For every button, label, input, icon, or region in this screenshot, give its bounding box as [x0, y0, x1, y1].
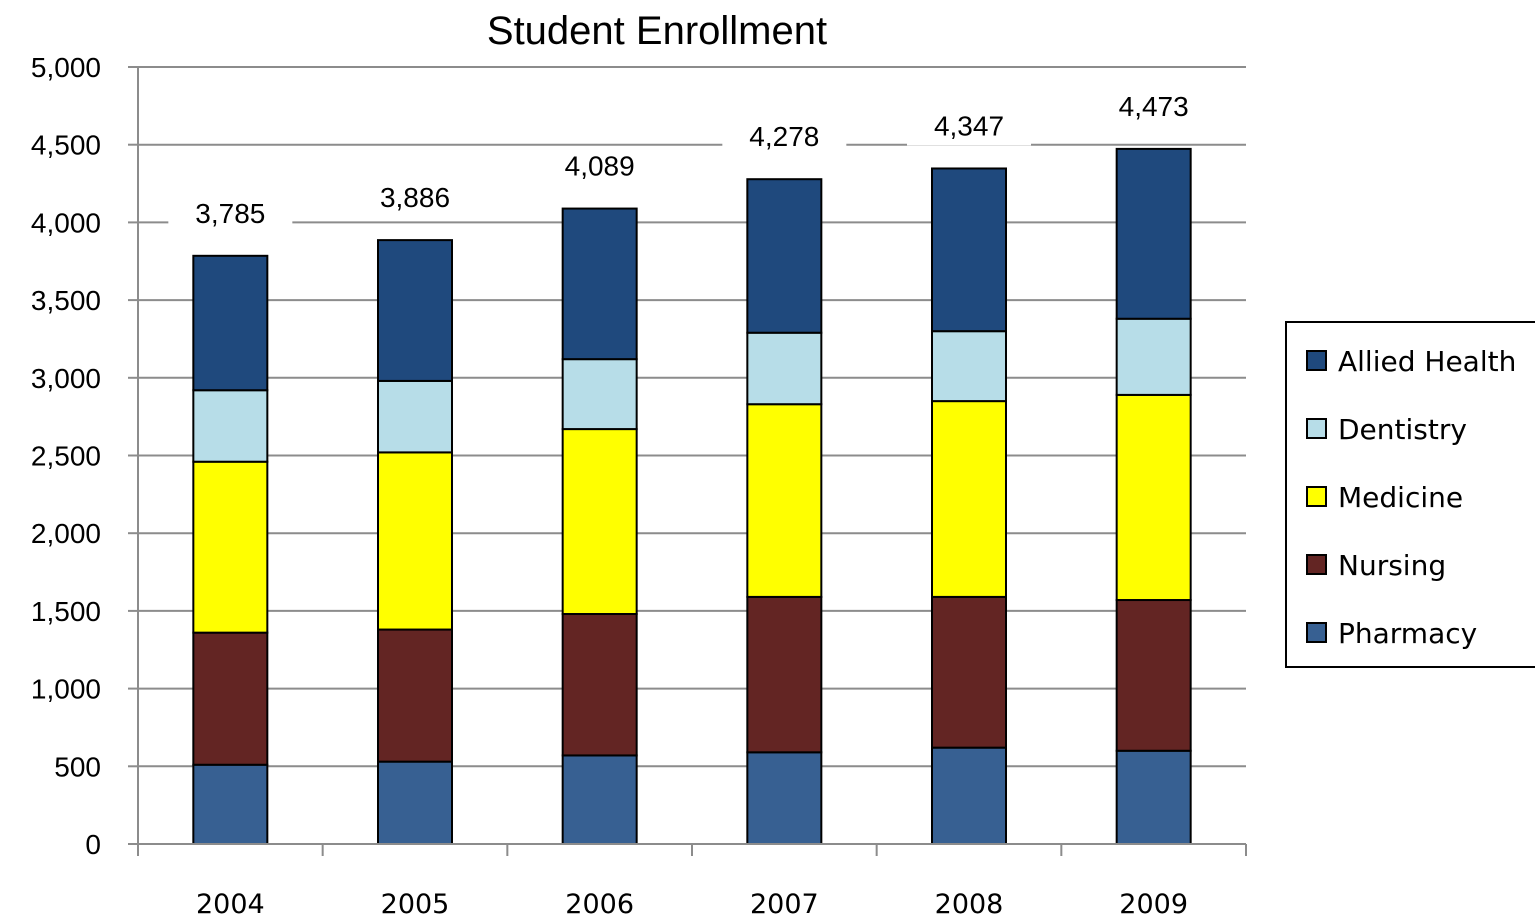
bar-segment-allied-health [931, 167, 1007, 333]
bar-segment-pharmacy [377, 760, 453, 845]
legend-swatch [1306, 554, 1327, 575]
legend-label: Medicine [1338, 481, 1463, 514]
bar-segment-nursing [377, 628, 453, 763]
x-tick-label: 2004 [196, 889, 265, 920]
legend-swatch [1306, 486, 1327, 507]
bar-segment-nursing [931, 595, 1007, 749]
bar-segment-nursing [746, 595, 823, 754]
bar-segment-nursing [192, 631, 269, 766]
bar-segment-pharmacy [746, 751, 823, 846]
legend-label: Pharmacy [1338, 617, 1477, 650]
y-tick-label: 2,000 [31, 518, 101, 549]
bar-segment-nursing [1115, 599, 1192, 752]
gridlines [138, 66, 1246, 768]
legend-swatch [1306, 622, 1327, 643]
bar-segment-dentistry [192, 389, 269, 463]
bar-segment-pharmacy [1115, 749, 1192, 846]
total-label: 3,785 [195, 198, 265, 229]
y-tick-label: 1,000 [31, 674, 101, 705]
y-tick-label: 4,000 [31, 207, 101, 238]
bar-segment-medicine [192, 460, 269, 634]
y-tick-label: 500 [54, 751, 101, 782]
legend-swatch [1306, 418, 1327, 439]
legend-box [1285, 321, 1535, 668]
bar-segment-allied-health [377, 239, 453, 382]
legend-label: Dentistry [1338, 413, 1467, 446]
y-tick-label: 3,500 [31, 285, 101, 316]
total-label-background [1091, 87, 1216, 126]
total-labels: 3,785 3,886 4,089 4,278 4,347 4,473 [168, 87, 1216, 233]
x-tick-label: 2005 [381, 889, 450, 920]
y-tick-label: 4,500 [31, 130, 101, 161]
bar-segment-medicine [1115, 393, 1192, 602]
total-label: 4,089 [565, 151, 635, 182]
total-label: 4,347 [934, 110, 1004, 141]
x-tick-label: 2007 [750, 889, 819, 920]
total-label-background [907, 107, 1031, 146]
axes: 0 500 1,000 1,500 2,000 2,500 3,000 3,500 4,000 4… [31, 52, 1247, 920]
bar-segment-dentistry [931, 330, 1007, 403]
y-tick-label: 3,000 [31, 363, 101, 394]
bar-segment-medicine [377, 451, 453, 631]
y-tick-label: 1,500 [31, 596, 101, 627]
total-label: 4,278 [749, 121, 819, 152]
bar-segment-nursing [561, 613, 638, 757]
total-label-background [168, 194, 293, 233]
chart-title: Student Enrollment [487, 9, 827, 53]
total-label: 4,473 [1119, 91, 1189, 122]
total-label-background [353, 179, 477, 218]
x-tick-label: 2008 [935, 889, 1004, 920]
total-label: 3,886 [380, 182, 450, 213]
legend: Allied Health Dentistry Medicine Nursing Pha… [1285, 321, 1535, 668]
bar-segment-allied-health [1115, 147, 1192, 320]
bar-segment-pharmacy [561, 754, 638, 845]
total-label-background [722, 118, 847, 157]
y-tick-label: 2,500 [31, 441, 101, 472]
bar-segment-pharmacy [931, 746, 1007, 845]
bar-segment-medicine [931, 400, 1007, 598]
bar-segment-dentistry [1115, 317, 1192, 396]
x-tick-label: 2009 [1119, 889, 1188, 920]
legend-label: Allied Health [1338, 345, 1516, 378]
bar-segment-medicine [746, 403, 823, 598]
bar-segment-dentistry [561, 358, 638, 431]
bar-segment-pharmacy [192, 763, 269, 845]
y-tick-label: 0 [85, 829, 101, 860]
bar-segment-medicine [561, 428, 638, 616]
bar-segment-dentistry [377, 379, 453, 454]
bars [192, 147, 1192, 846]
x-tick-label: 2006 [565, 889, 634, 920]
total-label-background [537, 147, 662, 186]
bar-segment-allied-health [561, 207, 638, 361]
bar-segment-allied-health [746, 178, 823, 334]
bar-segment-allied-health [192, 254, 269, 392]
bar-segment-dentistry [746, 331, 823, 406]
legend-swatch [1306, 350, 1327, 371]
legend-label: Nursing [1338, 549, 1446, 582]
y-tick-label: 5,000 [31, 52, 101, 83]
